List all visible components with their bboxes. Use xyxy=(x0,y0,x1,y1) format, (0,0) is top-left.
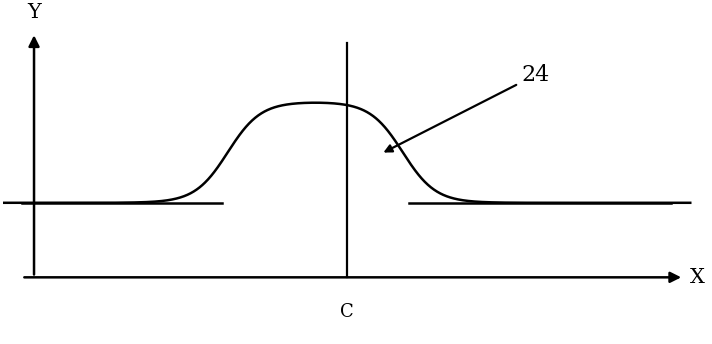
Text: C: C xyxy=(340,303,353,321)
Text: X: X xyxy=(690,268,705,287)
Text: Y: Y xyxy=(27,3,41,22)
Text: 24: 24 xyxy=(386,64,550,151)
